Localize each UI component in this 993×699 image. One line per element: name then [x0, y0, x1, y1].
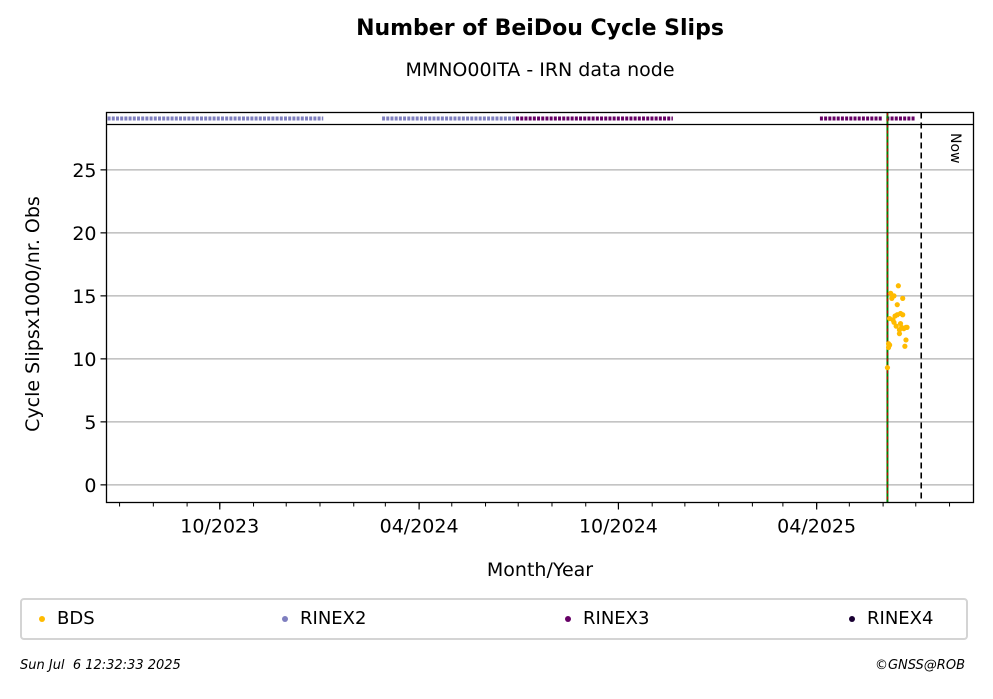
x-tick-label: 10/2024	[579, 516, 658, 538]
credit: ©GNSS@ROB	[874, 658, 965, 673]
bds-point	[895, 283, 901, 289]
bds-point	[891, 293, 897, 299]
y-axis-label: Cycle Slipsx1000/nr. Obs	[22, 196, 44, 432]
bds-point	[884, 365, 891, 371]
bds-point	[894, 302, 900, 308]
bds-point	[900, 295, 906, 301]
now-label: Now	[947, 133, 963, 164]
y-tick-label: 25	[72, 160, 96, 182]
bds-point	[891, 319, 897, 325]
bds-point	[893, 323, 899, 329]
bds-points	[884, 283, 910, 371]
x-axis-label: Month/Year	[487, 559, 593, 581]
y-tick-label: 10	[72, 349, 96, 371]
legend-marker-rinex3	[565, 615, 571, 622]
legend: BDS RINEX2 RINEX3 RINEX4	[20, 598, 968, 640]
x-tick-label: 04/2025	[777, 516, 856, 538]
bds-point	[903, 337, 909, 343]
chart-svg: 0 5 10 15 20 25 10/2023 04/2024 10/2024 04/2025 N…	[22, 111, 975, 581]
bds-point	[896, 331, 903, 337]
bds-point	[904, 324, 910, 330]
bds-point	[900, 312, 906, 318]
y-tick-label: 15	[72, 286, 96, 308]
legend-label-bds: BDS	[57, 608, 95, 629]
chart-subtitle: MMNO00ITA - IRN data node	[405, 59, 675, 81]
y-tick-label: 5	[84, 412, 96, 434]
legend-item-rinex3: RINEX3	[565, 608, 649, 629]
legend-marker-rinex4	[849, 615, 855, 622]
legend-item-bds: BDS	[39, 608, 95, 629]
grid-lines	[106, 169, 974, 486]
legend-label-rinex3: RINEX3	[583, 608, 650, 629]
chart-title: Number of BeiDou Cycle Slips	[356, 16, 724, 41]
plot-frame	[105, 111, 975, 504]
bds-point	[887, 342, 893, 348]
y-tick-label: 20	[72, 223, 96, 245]
legend-marker-bds	[39, 615, 45, 622]
y-tick-label: 0	[84, 475, 96, 497]
x-tick-label: 04/2024	[380, 516, 459, 538]
axes: 0 5 10 15 20 25 10/2023 04/2024 10/2024 04/2025	[72, 160, 951, 538]
legend-item-rinex2: RINEX2	[282, 608, 366, 629]
legend-label-rinex2: RINEX2	[300, 608, 367, 629]
legend-item-rinex4: RINEX4	[849, 608, 933, 629]
legend-label-rinex4: RINEX4	[867, 608, 934, 629]
bds-point	[902, 343, 908, 349]
x-tick-label: 10/2023	[180, 516, 259, 538]
legend-marker-rinex2	[282, 615, 288, 622]
timestamp: Sun Jul 6 12:32:33 2025	[20, 658, 181, 673]
vertical-markers	[886, 112, 923, 503]
